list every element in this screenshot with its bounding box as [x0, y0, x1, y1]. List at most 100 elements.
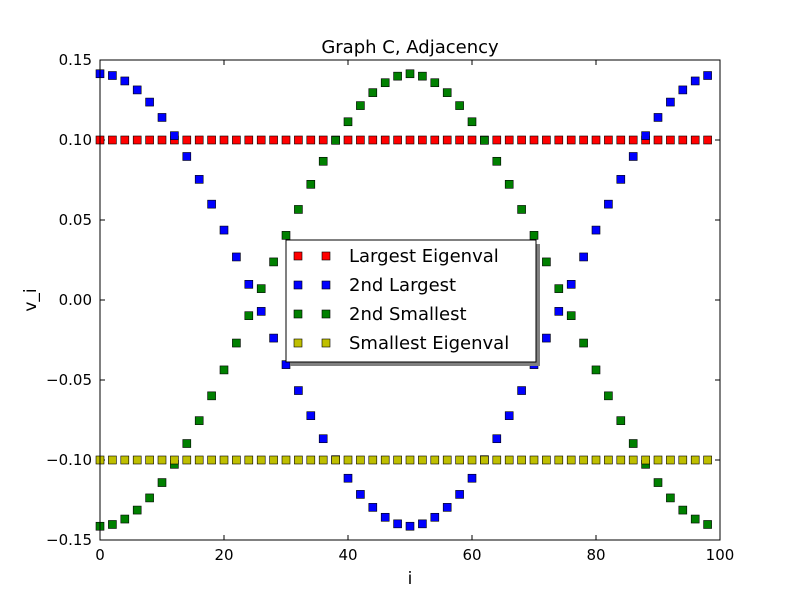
data-point [492, 455, 502, 465]
data-point [170, 131, 179, 140]
x-tick-label: 100 [706, 546, 735, 564]
y-tick-label: 0.15 [59, 51, 92, 69]
data-series [95, 69, 712, 531]
data-point [616, 175, 626, 184]
data-point [442, 503, 452, 512]
y-tick-label: 0.10 [59, 131, 92, 149]
y-tick-label: 0.05 [59, 211, 92, 229]
data-point [480, 136, 489, 145]
data-point [356, 455, 365, 465]
data-point [678, 505, 688, 515]
data-point [145, 97, 154, 107]
data-point [554, 455, 564, 465]
data-point [480, 455, 489, 465]
data-point [678, 455, 688, 465]
data-point [455, 455, 464, 465]
data-point [393, 71, 402, 81]
data-point [318, 156, 328, 166]
legend-marker [321, 338, 331, 348]
y-axis-ticks: −0.15 −0.10 −0.05 0.00 0.05 0.10 0.15 [46, 51, 720, 549]
legend-label: 2nd Smallest [349, 304, 467, 325]
data-point [418, 455, 427, 465]
data-point [492, 156, 502, 166]
data-point [418, 519, 427, 529]
data-point [306, 411, 316, 420]
data-point [492, 434, 502, 444]
data-point [703, 135, 712, 145]
data-point [529, 231, 539, 240]
data-point [331, 136, 340, 145]
data-point [108, 71, 117, 80]
data-point [269, 257, 278, 267]
data-point [393, 519, 402, 529]
data-point [579, 135, 588, 145]
data-point [430, 78, 440, 88]
data-point [566, 280, 576, 289]
y-tick-label: 0.00 [59, 291, 92, 309]
data-point [294, 135, 303, 145]
data-point [604, 455, 613, 465]
data-point [690, 514, 700, 524]
data-point [678, 85, 688, 95]
data-point [368, 88, 378, 97]
data-point [244, 135, 254, 145]
data-point [219, 225, 229, 235]
data-point [504, 455, 514, 465]
data-point [318, 434, 328, 444]
data-point [294, 386, 303, 395]
data-point [604, 199, 613, 209]
data-point [368, 135, 378, 145]
x-tick-label: 20 [214, 546, 233, 564]
data-point [120, 135, 130, 145]
data-point [579, 252, 588, 262]
data-point [393, 455, 402, 465]
legend-marker [293, 280, 303, 290]
data-point [269, 333, 278, 343]
y-tick-label: −0.05 [46, 371, 92, 389]
data-point [120, 76, 130, 86]
data-point [467, 473, 477, 483]
data-point [108, 455, 117, 465]
y-tick-label: −0.10 [46, 451, 92, 469]
data-point [690, 76, 700, 86]
data-point [653, 113, 663, 122]
data-point [517, 205, 526, 214]
data-point [232, 455, 241, 465]
legend-label: Largest Eigenval [349, 246, 499, 267]
data-point [368, 455, 378, 465]
data-point [405, 521, 415, 531]
data-point [269, 135, 278, 145]
legend-marker [321, 251, 331, 261]
data-point [170, 455, 179, 465]
data-point [343, 473, 353, 483]
data-point [591, 455, 601, 465]
data-point [380, 78, 390, 88]
data-point [356, 490, 365, 499]
data-point [455, 490, 464, 499]
data-point [467, 135, 477, 145]
data-point [294, 205, 303, 214]
data-point [207, 455, 216, 465]
data-point [467, 117, 477, 127]
data-point [666, 493, 675, 503]
data-point [343, 117, 353, 127]
x-axis-ticks: 0 20 40 60 80 100 [95, 60, 734, 564]
data-point [690, 455, 700, 465]
data-point [207, 199, 216, 209]
data-point [108, 135, 117, 145]
data-point [517, 386, 526, 395]
y-axis-label: v_i [21, 288, 41, 311]
data-point [157, 135, 167, 145]
data-point [244, 280, 254, 289]
data-point [256, 455, 266, 465]
data-point [269, 455, 278, 465]
data-point [653, 478, 663, 487]
data-point [306, 135, 316, 145]
data-point [703, 520, 712, 529]
data-point [604, 135, 613, 145]
data-point [517, 135, 526, 145]
data-point [405, 455, 415, 465]
legend-marker [293, 338, 303, 348]
data-point [219, 365, 229, 375]
